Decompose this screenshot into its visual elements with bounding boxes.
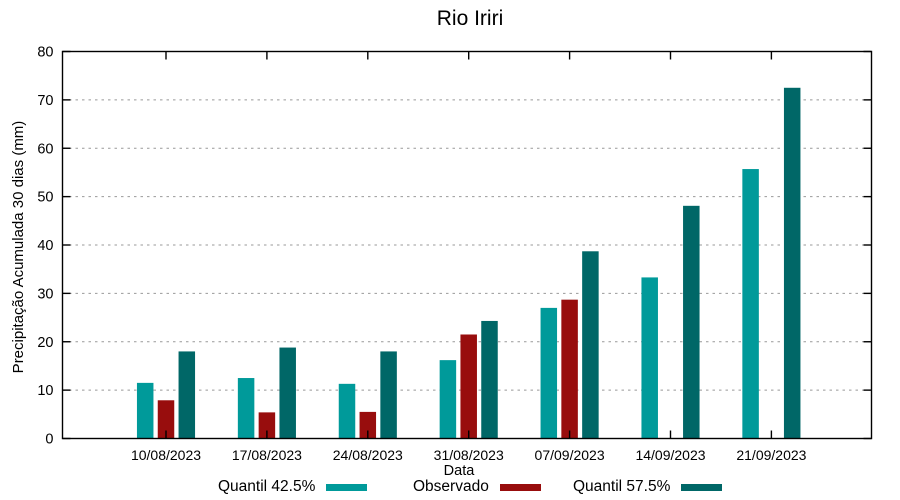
y-tick-label: 30 — [37, 286, 53, 302]
legend-item-quantil-57-5: Quantil 57.5% — [573, 478, 723, 496]
legend-item-quantil-42-5: Quantil 42.5% — [218, 478, 368, 496]
y-tick-label: 0 — [45, 432, 53, 448]
legend-swatch-quantil-42-5-icon — [326, 483, 368, 491]
x-tick-label: 17/08/2023 — [232, 447, 302, 463]
y-tick-label: 40 — [37, 238, 53, 254]
x-tick-label: 21/09/2023 — [736, 447, 806, 463]
x-tick-label: 24/08/2023 — [333, 447, 403, 463]
y-tick-label: 20 — [37, 335, 53, 351]
bar — [582, 251, 599, 439]
bar — [237, 378, 255, 439]
bar — [540, 307, 558, 439]
bar — [460, 334, 477, 439]
y-tick-label: 50 — [37, 190, 53, 206]
bar — [481, 320, 498, 439]
legend-item-observado: Observado — [413, 478, 541, 496]
chart-title: Rio Iriri — [436, 7, 504, 30]
x-tick-label: 31/08/2023 — [434, 447, 504, 463]
bar — [742, 169, 759, 439]
legend-label-observado: Observado — [413, 478, 489, 495]
bar — [338, 383, 356, 439]
bar — [136, 382, 154, 439]
bar — [683, 205, 700, 439]
legend-label-quantil-57-5: Quantil 57.5% — [573, 478, 671, 495]
legend-swatch-observado-icon — [499, 483, 541, 491]
legend-swatch-quantil-57-5-icon — [681, 483, 723, 491]
legend-label-quantil-42-5: Quantil 42.5% — [218, 478, 316, 495]
bar — [783, 87, 801, 439]
bar — [380, 351, 397, 439]
y-tick-label: 70 — [37, 93, 53, 109]
bar — [258, 412, 276, 439]
bar — [561, 299, 578, 439]
bar — [439, 360, 457, 439]
x-tick-label: 10/08/2023 — [131, 447, 201, 463]
bar — [359, 411, 377, 439]
y-tick-label: 10 — [37, 383, 53, 399]
chart-legend: Quantil 42.5% Observado Quantil 57.5% — [0, 478, 900, 496]
y-tick-label: 60 — [37, 141, 53, 157]
bar — [178, 351, 196, 439]
bar — [279, 347, 296, 439]
x-tick-label: 07/09/2023 — [535, 447, 605, 463]
x-axis-label: Data — [443, 463, 475, 479]
bar — [641, 277, 658, 439]
y-tick-label: 80 — [37, 45, 53, 61]
x-tick-label: 14/09/2023 — [635, 447, 705, 463]
bar — [157, 400, 175, 439]
